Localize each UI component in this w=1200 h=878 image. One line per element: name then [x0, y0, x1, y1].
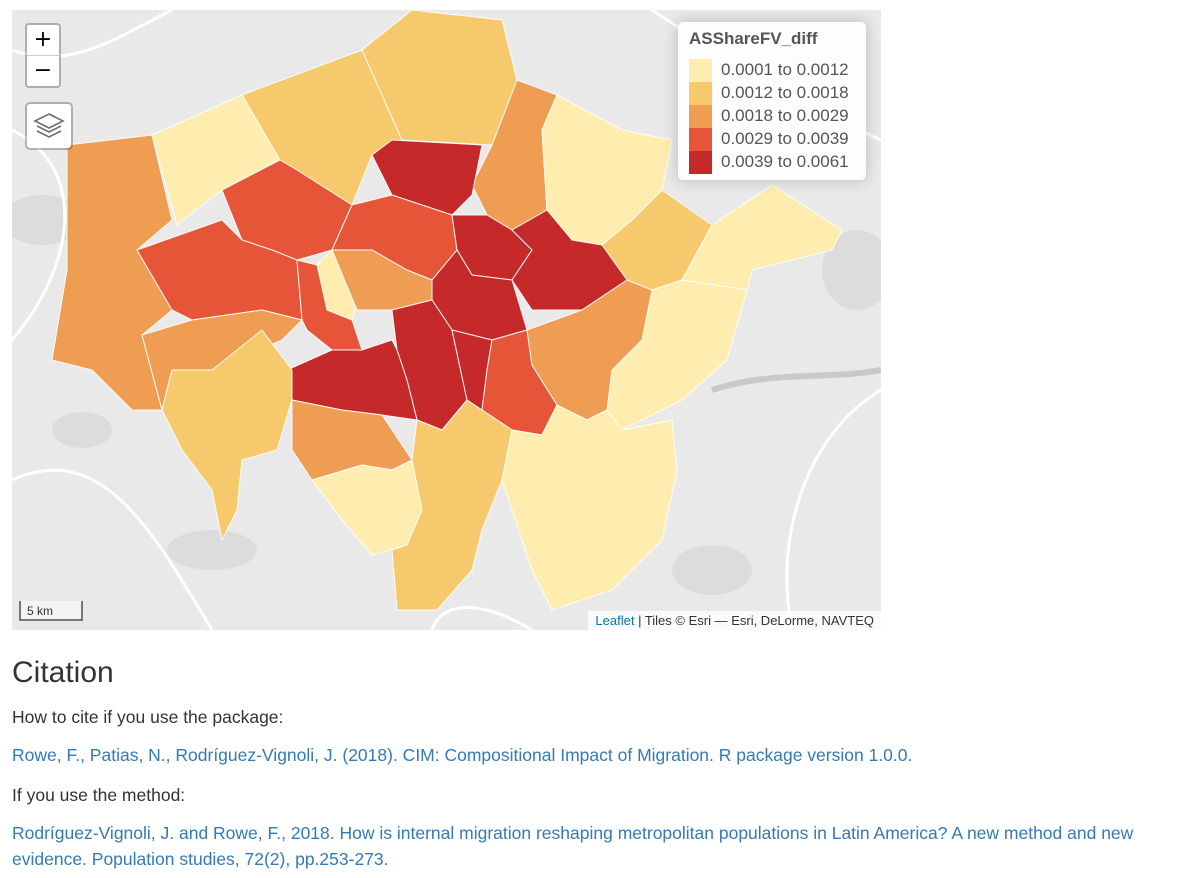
legend-swatch	[689, 151, 712, 174]
legend-swatch	[689, 105, 712, 128]
layers-icon	[33, 113, 65, 138]
package-cite-intro: How to cite if you use the package:	[12, 707, 284, 727]
legend-entry: 0.0012 to 0.0018	[689, 82, 864, 105]
map-legend: ASShareFV_diff 0.0001 to 0.0012 0.0012 t…	[678, 22, 866, 180]
tiles-attribution: | Tiles © Esri — Esri, DeLorme, NAVTEQ	[634, 613, 874, 628]
borough-croydon	[391, 399, 513, 611]
legend-swatch	[689, 82, 712, 105]
borough-westminster	[331, 249, 433, 311]
leaflet-link[interactable]: Leaflet	[595, 613, 635, 628]
map-attribution: Leaflet | Tiles © Esri — Esri, DeLorme, …	[588, 611, 881, 630]
method-reference-line1: Rodríguez-Vignoli, J. and Rowe, F., 2018…	[12, 823, 1134, 843]
legend-swatch	[689, 128, 712, 151]
layers-control-button[interactable]	[25, 102, 73, 150]
scale-bar: 5 km	[19, 601, 83, 621]
borough-bromley	[501, 404, 678, 611]
legend-label: 0.0018 to 0.0029	[721, 106, 849, 125]
package-reference-link[interactable]: Rowe, F., Patias, N., Rodríguez-Vignoli,…	[12, 745, 913, 765]
method-reference-link[interactable]: Rodríguez-Vignoli, J. and Rowe, F., 2018…	[12, 823, 1133, 869]
borough-richmond	[161, 329, 293, 542]
legend-label: 0.0001 to 0.0012	[721, 60, 849, 79]
legend-label: 0.0029 to 0.0039	[721, 129, 849, 148]
legend-title: ASShareFV_diff	[689, 29, 818, 48]
legend-swatch	[689, 59, 712, 82]
basemap-river	[711, 367, 881, 393]
legend-entry: 0.0018 to 0.0029	[689, 105, 864, 128]
zoom-out-button[interactable]: −	[33, 58, 53, 83]
legend-entry: 0.0039 to 0.0061	[689, 151, 864, 174]
citation-heading: Citation	[12, 656, 114, 689]
zoom-in-button[interactable]: +	[27, 25, 59, 56]
zoom-control: + −	[25, 23, 61, 88]
borough-greenwich	[526, 279, 653, 421]
method-cite-intro: If you use the method:	[12, 785, 186, 805]
boroughs	[51, 10, 843, 611]
map-container[interactable]: + − ASShareFV_diff 0.0001 to 0.0012 0.00…	[12, 10, 881, 630]
legend-label: 0.0039 to 0.0061	[721, 152, 849, 171]
method-reference-line2: evidence. Population studies, 72(2), pp.…	[12, 849, 389, 869]
legend-label: 0.0012 to 0.0018	[721, 83, 849, 102]
legend-entry: 0.0029 to 0.0039	[689, 128, 864, 151]
legend-entry: 0.0001 to 0.0012	[689, 59, 864, 82]
